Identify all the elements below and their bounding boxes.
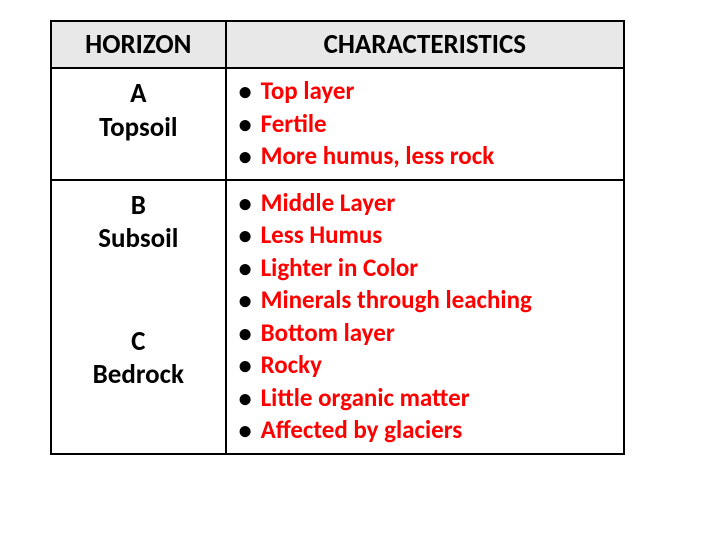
header-characteristics: CHARACTERISTICS <box>226 21 624 68</box>
characteristics-cell-a: Top layer Fertile More humus, less rock <box>226 68 624 180</box>
horizon-letter: A <box>56 77 221 111</box>
char-item: Lighter in Color <box>257 252 619 285</box>
horizon-cell-b: B Subsoil <box>51 180 226 317</box>
horizon-letter: B <box>56 189 221 223</box>
char-item: Little organic matter <box>257 382 619 415</box>
horizon-cell-c: C Bedrock <box>51 317 226 454</box>
horizon-name: Bedrock <box>56 358 221 392</box>
char-item: More humus, less rock <box>257 140 619 173</box>
char-item: Affected by glaciers <box>257 414 619 447</box>
horizon-name: Topsoil <box>56 111 221 145</box>
char-list-a: Top layer Fertile More humus, less rock <box>235 75 619 173</box>
table-header-row: HORIZON CHARACTERISTICS <box>51 21 624 68</box>
char-item: Fertile <box>257 108 619 141</box>
char-item: Middle Layer <box>257 187 619 220</box>
horizon-letter: C <box>56 325 221 359</box>
char-item: Rocky <box>257 349 619 382</box>
horizon-cell-a: A Topsoil <box>51 68 226 180</box>
horizon-name: Subsoil <box>56 222 221 256</box>
char-item: Top layer <box>257 75 619 108</box>
char-item: Bottom layer <box>257 317 619 350</box>
header-horizon: HORIZON <box>51 21 226 68</box>
char-item: Less Humus <box>257 219 619 252</box>
char-list-bc: Middle Layer Less Humus Lighter in Color… <box>235 187 619 447</box>
soil-horizons-table: HORIZON CHARACTERISTICS A Topsoil Top la… <box>50 20 625 455</box>
table-row: A Topsoil Top layer Fertile More humus, … <box>51 68 624 180</box>
table-row: B Subsoil Middle Layer Less Humus Lighte… <box>51 180 624 317</box>
characteristics-cell-bc: Middle Layer Less Humus Lighter in Color… <box>226 180 624 454</box>
char-item: Minerals through leaching <box>257 284 619 317</box>
